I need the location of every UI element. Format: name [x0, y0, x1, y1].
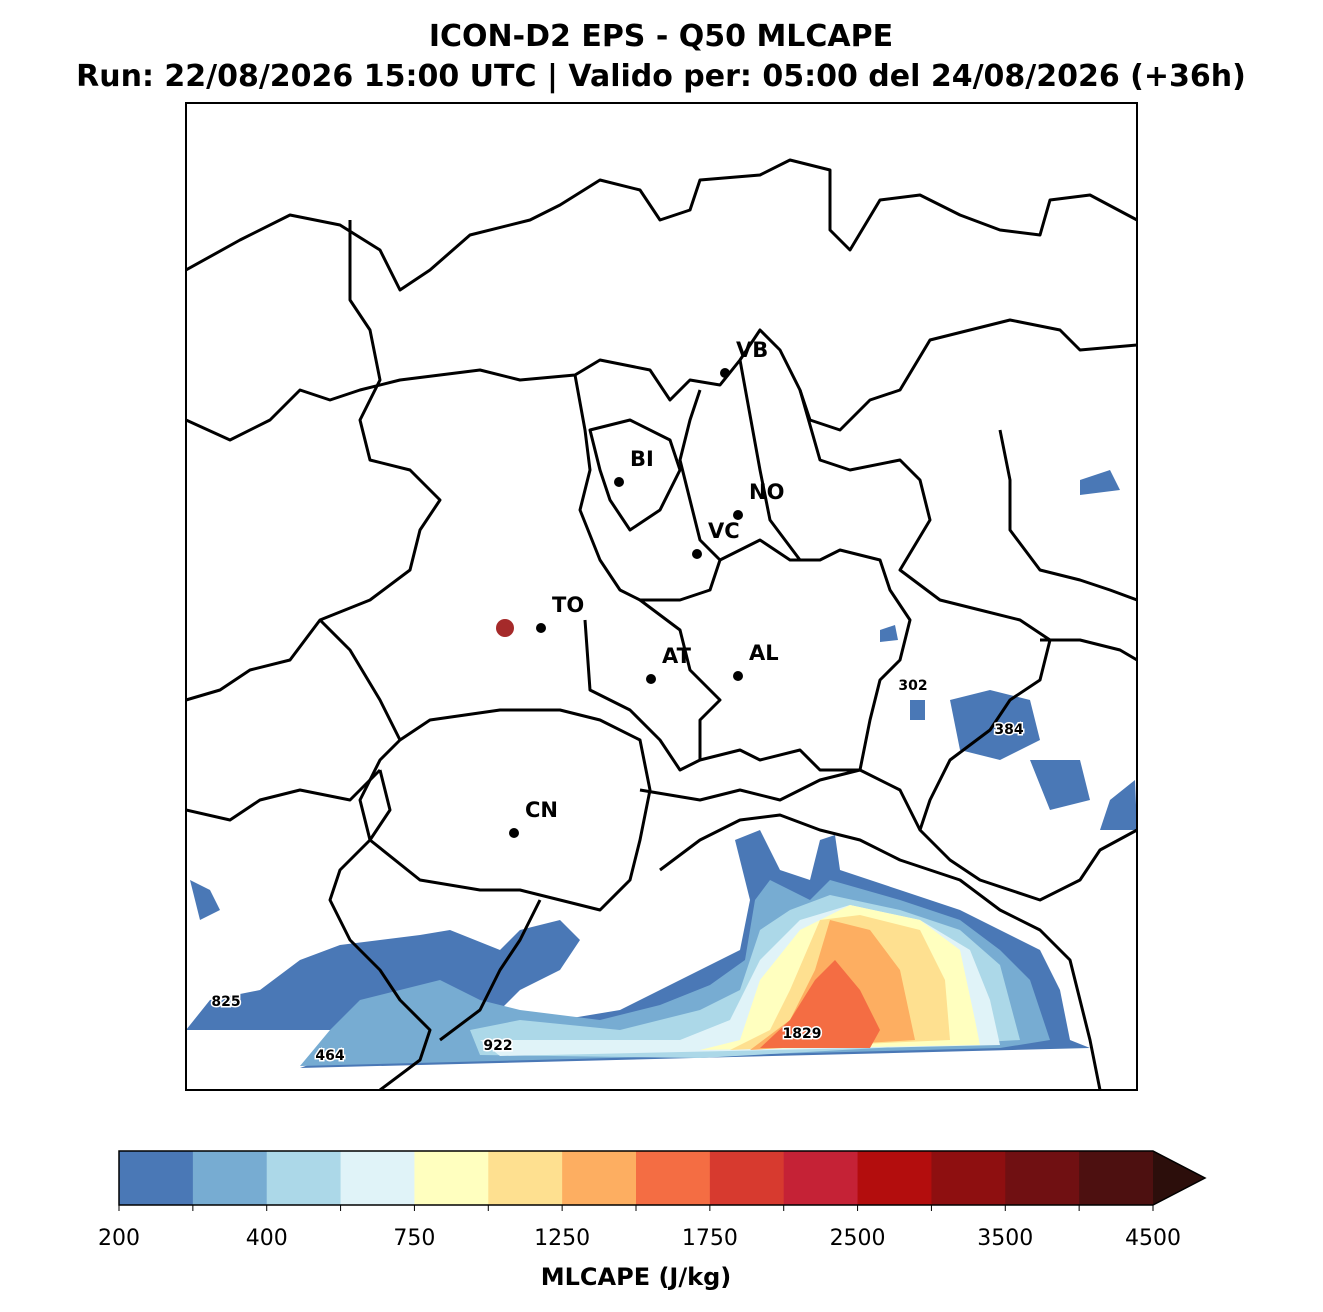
colorbar-bin	[119, 1151, 194, 1205]
borders	[186, 158, 1137, 1090]
location-marker	[496, 619, 514, 637]
contour-label: 825	[211, 994, 240, 1010]
city-dot	[536, 623, 546, 633]
colorbar-tick-label: 2500	[830, 1226, 886, 1251]
city-dot	[733, 671, 743, 681]
colorbar-bin	[340, 1151, 415, 1205]
colorbar-tick-label: 750	[393, 1226, 435, 1251]
colorbar-bin	[414, 1151, 489, 1205]
border	[573, 374, 722, 602]
colorbar-bin	[488, 1151, 563, 1205]
contour-labels: 302 384 825 464 922 1829	[210, 677, 1025, 1066]
subtitle: Run: 22/08/2026 15:00 UTC | Valido per: …	[76, 59, 1246, 94]
city-dot	[614, 477, 624, 487]
colorbar-tick-label: 1750	[682, 1226, 738, 1251]
colorbar-bin	[709, 1151, 785, 1205]
city-dot	[509, 828, 519, 838]
colorbar-tick-label: 3500	[977, 1226, 1033, 1251]
city-dot	[646, 674, 656, 684]
border	[699, 538, 912, 772]
border	[186, 220, 442, 702]
cape-field	[186, 470, 1137, 1068]
contour-label: 1829	[783, 1026, 822, 1042]
border	[439, 768, 1102, 1090]
colorbar-label: MLCAPE (J/kg)	[541, 1263, 731, 1291]
colorbar-bin	[636, 1151, 711, 1205]
colorbar-tick-label: 1250	[534, 1226, 590, 1251]
colorbar-bin	[931, 1151, 1006, 1205]
border	[588, 418, 682, 532]
city-label: CN	[525, 798, 558, 822]
city-dot	[720, 368, 730, 378]
colorbar-extension	[1153, 1151, 1205, 1205]
contour-label: 384	[994, 722, 1023, 738]
city-label: VC	[708, 519, 740, 543]
border	[186, 158, 1137, 292]
city-dot	[692, 549, 702, 559]
cape-area	[760, 960, 880, 1048]
city-label: TO	[552, 593, 584, 617]
colorbar-outline	[118, 1150, 1207, 1206]
contour-label: 922	[483, 1038, 512, 1054]
colorbar-tick-label: 400	[246, 1226, 288, 1251]
cape-area	[190, 470, 1137, 920]
city-label: AL	[749, 641, 779, 665]
border	[583, 598, 722, 772]
colorbar-bin	[192, 1151, 268, 1205]
colorbar-bin	[1079, 1151, 1154, 1205]
contour-label: 464	[315, 1048, 344, 1064]
contour-label: 302	[898, 678, 927, 694]
colorbar-bin	[266, 1151, 342, 1205]
border	[186, 768, 432, 1090]
city-label: BI	[630, 447, 654, 471]
border	[318, 618, 652, 912]
colorbar: 200 400 750 1250 1750 2500 3500 4500	[98, 1150, 1207, 1251]
colorbar-bin	[857, 1151, 932, 1205]
colorbar-bin	[783, 1151, 859, 1205]
border	[998, 429, 1137, 662]
city-label: AT	[662, 644, 692, 668]
title: ICON-D2 EPS - Q50 MLCAPE	[429, 19, 893, 54]
colorbar-bin	[1005, 1151, 1080, 1205]
border	[738, 359, 1137, 902]
city-dot	[733, 510, 743, 520]
colorbar-tick-label: 4500	[1125, 1226, 1181, 1251]
map-frame	[185, 102, 1138, 1091]
border	[186, 318, 1137, 442]
cities: VB BI NO VC TO AT AL CN	[496, 338, 784, 838]
city-label: VB	[736, 338, 768, 362]
colorbar-tick-label: 200	[98, 1226, 140, 1251]
colorbar-bin	[562, 1151, 637, 1205]
city-label: NO	[749, 480, 784, 504]
